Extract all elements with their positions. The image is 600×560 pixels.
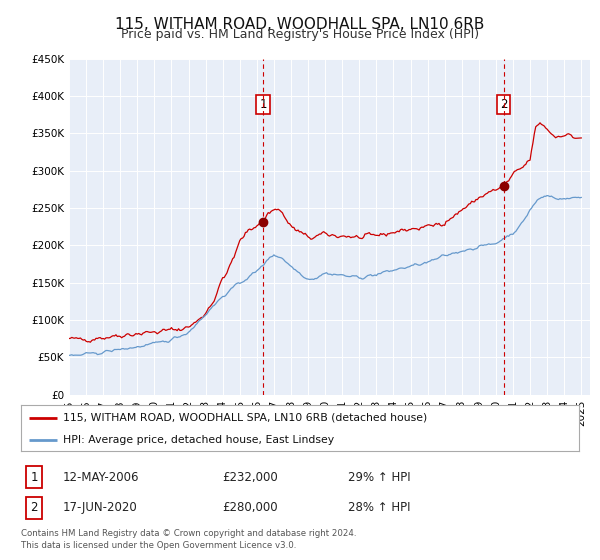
Text: 2: 2 [31, 501, 38, 515]
Text: 1: 1 [31, 470, 38, 484]
FancyBboxPatch shape [26, 466, 42, 488]
Text: Contains HM Land Registry data © Crown copyright and database right 2024.: Contains HM Land Registry data © Crown c… [21, 529, 356, 538]
Text: HPI: Average price, detached house, East Lindsey: HPI: Average price, detached house, East… [63, 435, 334, 445]
Text: 115, WITHAM ROAD, WOODHALL SPA, LN10 6RB (detached house): 115, WITHAM ROAD, WOODHALL SPA, LN10 6RB… [63, 413, 427, 423]
Text: 28% ↑ HPI: 28% ↑ HPI [348, 501, 410, 515]
Text: 12-MAY-2006: 12-MAY-2006 [63, 470, 139, 484]
Text: This data is licensed under the Open Government Licence v3.0.: This data is licensed under the Open Gov… [21, 541, 296, 550]
Text: 1: 1 [259, 97, 267, 111]
Text: 29% ↑ HPI: 29% ↑ HPI [348, 470, 410, 484]
Text: 115, WITHAM ROAD, WOODHALL SPA, LN10 6RB: 115, WITHAM ROAD, WOODHALL SPA, LN10 6RB [115, 17, 485, 32]
Text: £280,000: £280,000 [222, 501, 278, 515]
Text: 17-JUN-2020: 17-JUN-2020 [63, 501, 138, 515]
Text: Price paid vs. HM Land Registry's House Price Index (HPI): Price paid vs. HM Land Registry's House … [121, 28, 479, 41]
FancyBboxPatch shape [26, 497, 42, 519]
Text: 2: 2 [500, 97, 508, 111]
Text: £232,000: £232,000 [222, 470, 278, 484]
